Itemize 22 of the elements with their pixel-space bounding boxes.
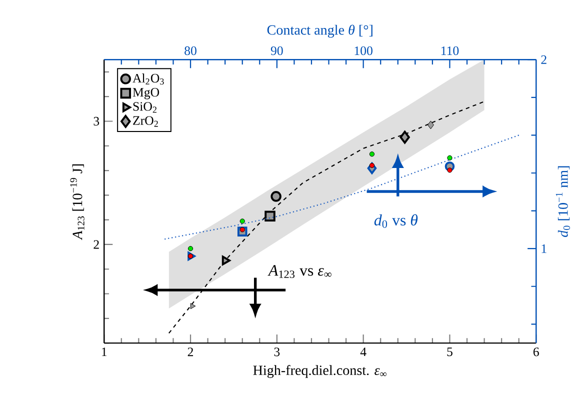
- y-axis-title: A$_{123}$ [10$^{−19}$ J]: [70, 164, 84, 240]
- y2-tick-label: 1: [542, 244, 546, 253]
- x-tick-label: 1: [102, 348, 107, 356]
- x-tick-label: 5: [447, 348, 452, 356]
- y2-axis-title: d$_{0}$ [10$^{−1}$ nm]: [556, 166, 570, 238]
- y2-tick-label: 2: [541, 55, 546, 64]
- x-tick-label: 2: [188, 348, 194, 356]
- x-tick-label: 3: [274, 348, 280, 356]
- x2-tick-label: 90: [270, 46, 283, 56]
- x-tick-label: 4: [360, 348, 366, 356]
- annotation: d$_{0}$ vs θ: [374, 214, 418, 228]
- x-axis-title: High-freq.diel.const. ε$_{∞}$: [253, 365, 386, 378]
- legend-label: SiO$_{2}$: [133, 102, 156, 113]
- annotation: A$_{123}$ vs ε$_{∞}$: [268, 265, 332, 278]
- legend-label: MgO: [132, 88, 160, 100]
- x-tick-label: 6: [533, 348, 539, 356]
- x2-tick-label: 110: [441, 46, 459, 56]
- x2-tick-label: 100: [354, 46, 372, 56]
- x2-axis-title: Contact angle θ [°]: [267, 24, 372, 38]
- x2-tick-label: 80: [184, 46, 196, 56]
- legend-label: Al$_{2}$O$_{3}$: [132, 74, 164, 85]
- legend-label: ZrO$_{2}$: [133, 116, 158, 127]
